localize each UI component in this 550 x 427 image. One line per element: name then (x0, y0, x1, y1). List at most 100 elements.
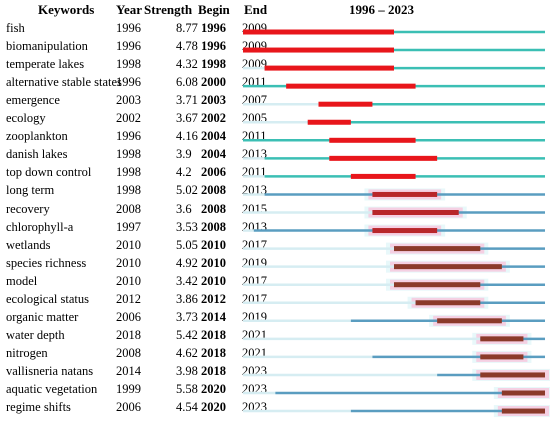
year-value: 2006 (116, 309, 141, 324)
header-strength: Strength (144, 2, 193, 17)
strength-value: 6.08 (176, 75, 198, 90)
burst-bar (329, 155, 438, 161)
header-end: End (244, 2, 268, 17)
keyword-label: organic matter (6, 309, 79, 324)
keyword-label: ecological status (6, 291, 89, 306)
keyword-label: aquatic vegetation (6, 382, 98, 396)
keyword-label: emergence (6, 93, 60, 108)
begin-value: 2002 (201, 111, 226, 126)
begin-value: 2000 (201, 75, 226, 90)
begin-value: 2004 (201, 147, 226, 162)
begin-value: 2006 (201, 165, 226, 180)
burst-bar (480, 372, 545, 378)
burst-bar (307, 119, 351, 125)
header-timeline-range: 1996 – 2023 (349, 2, 414, 17)
year-value: 2010 (116, 255, 141, 270)
burst-bar (394, 264, 502, 270)
strength-value: 8.77 (176, 21, 198, 35)
burst-bar (264, 65, 394, 71)
keyword-label: chlorophyll-a (6, 219, 74, 234)
strength-value: 3.73 (176, 309, 198, 324)
strength-value: 4.16 (176, 129, 198, 144)
burst-bar (480, 336, 524, 342)
year-value: 2010 (116, 237, 141, 252)
year-value: 2012 (116, 291, 141, 306)
strength-value: 4.2 (176, 165, 192, 180)
strength-value: 4.62 (176, 345, 198, 360)
keyword-label: temperate lakes (6, 57, 85, 72)
strength-value: 3.9 (176, 147, 192, 162)
burst-bar (480, 354, 524, 360)
begin-value: 2018 (201, 363, 226, 378)
keyword-label: wetlands (6, 237, 51, 252)
burst-bar (394, 282, 481, 288)
year-value: 2002 (116, 111, 141, 126)
begin-value: 2012 (201, 291, 226, 306)
keyword-label: water depth (6, 327, 65, 342)
year-value: 1996 (116, 129, 141, 144)
strength-value: 5.58 (176, 382, 198, 396)
strength-value: 4.92 (176, 255, 198, 270)
header-year: Year (116, 2, 142, 17)
burst-bar (372, 191, 438, 197)
year-value: 1996 (116, 21, 141, 35)
burst-bar (243, 47, 394, 53)
year-value: 2003 (116, 93, 141, 108)
begin-value: 2010 (201, 237, 226, 252)
burst-bar (372, 228, 438, 234)
begin-value: 2004 (201, 129, 226, 144)
keyword-label: biomanipulation (6, 39, 88, 54)
year-value: 2010 (116, 273, 141, 288)
year-value: 1998 (116, 147, 141, 162)
begin-value: 2008 (201, 219, 226, 234)
begin-value: 2014 (201, 309, 226, 324)
year-value: 1997 (116, 219, 141, 234)
begin-value: 2020 (201, 382, 226, 396)
burst-bar (501, 408, 545, 414)
keyword-label: top down control (6, 165, 92, 180)
year-value: 1996 (116, 75, 141, 90)
strength-value: 4.32 (176, 57, 198, 72)
begin-value: 2020 (201, 400, 226, 415)
burst-bar (329, 137, 416, 143)
burst-bar (501, 390, 545, 396)
keyword-label: model (6, 273, 38, 288)
burst-bar (286, 83, 416, 89)
begin-value: 2008 (201, 201, 226, 216)
burst-bar (350, 173, 416, 179)
begin-value: 2018 (201, 327, 226, 342)
year-value: 1998 (116, 183, 141, 198)
burst-bar (243, 29, 394, 35)
year-value: 1998 (116, 165, 141, 180)
begin-value: 1996 (201, 21, 226, 35)
strength-value: 3.98 (176, 363, 198, 378)
keyword-label: nitrogen (6, 345, 48, 360)
keyword-label: species richness (6, 255, 87, 270)
burst-bar (437, 318, 502, 324)
begin-value: 2010 (201, 273, 226, 288)
strength-value: 3.42 (176, 273, 198, 288)
begin-value: 1998 (201, 57, 226, 72)
year-value: 2006 (116, 400, 141, 415)
strength-value: 3.67 (176, 111, 198, 126)
keyword-label: ecology (6, 111, 46, 126)
keyword-label: zooplankton (6, 129, 68, 144)
begin-value: 2003 (201, 93, 226, 108)
header-begin: Begin (198, 2, 230, 17)
strength-value: 4.78 (176, 39, 198, 54)
burst-bar (394, 246, 481, 252)
strength-value: 4.54 (176, 400, 198, 415)
strength-value: 3.6 (176, 201, 192, 216)
keyword-label: vallisneria natans (6, 363, 94, 378)
header-keywords: Keywords (38, 2, 95, 17)
burst-bar (415, 300, 481, 306)
year-value: 2008 (116, 345, 141, 360)
keyword-label: regime shifts (6, 400, 71, 415)
year-value: 1996 (116, 39, 141, 54)
begin-value: 2008 (201, 183, 226, 198)
year-value: 2018 (116, 327, 141, 342)
burst-bar (372, 210, 459, 215)
year-value: 2008 (116, 201, 141, 216)
